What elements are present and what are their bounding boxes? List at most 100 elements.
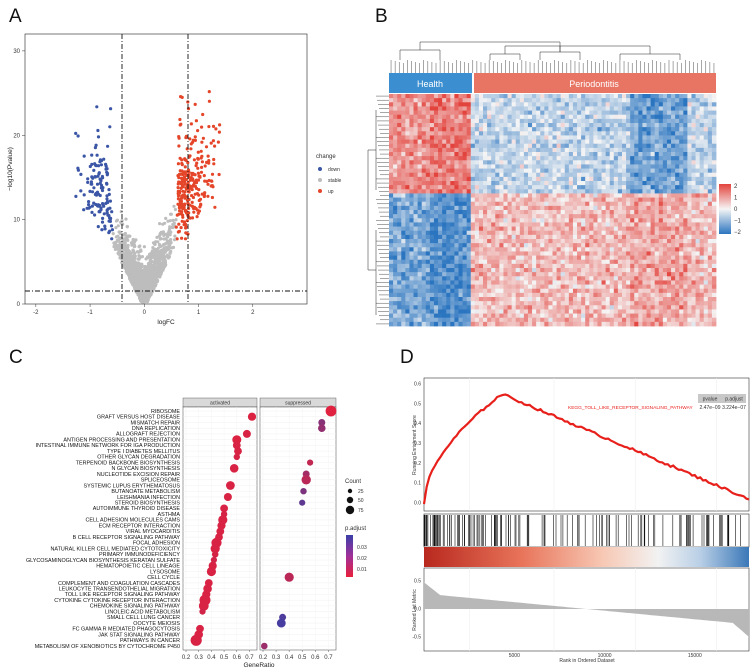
heatmap-cell: [605, 239, 611, 244]
heatmap-cell: [483, 102, 488, 107]
heatmap-cell: [478, 193, 484, 198]
heatmap-cell: [577, 135, 582, 140]
heatmap-cell: [621, 181, 627, 186]
volcano-point: [200, 140, 204, 144]
heatmap-cell: [564, 239, 570, 244]
heatmap-cell: [691, 239, 696, 244]
heatmap-cell: [593, 205, 598, 211]
heatmap-cell: [532, 176, 537, 182]
heatmap-cell: [552, 123, 557, 128]
heatmap-cell: [536, 230, 541, 236]
heatmap-cell: [601, 189, 607, 194]
heatmap-cell: [609, 127, 615, 132]
volcano-point: [133, 260, 137, 264]
heatmap-cell: [499, 127, 504, 132]
heatmap-cell: [691, 118, 696, 124]
heatmap-cell: [474, 214, 480, 219]
heatmap-cell: [703, 131, 709, 136]
heatmap-cell: [389, 176, 394, 182]
volcano-point: [197, 198, 201, 203]
heatmap-cell: [572, 181, 578, 186]
volcano-point: [196, 129, 200, 133]
heatmap-cell: [683, 176, 688, 182]
heatmap-cell: [658, 127, 664, 132]
heatmap-cell: [540, 243, 545, 248]
volcano-point: [174, 225, 178, 229]
heatmap-cell: [401, 110, 406, 116]
heatmap-cell: [564, 98, 570, 103]
heatmap-cell: [466, 98, 472, 103]
heatmap-cell: [646, 205, 651, 211]
heatmap-cell: [703, 156, 709, 161]
heatmap-cell: [442, 156, 447, 161]
heatmap-cell: [421, 205, 427, 211]
heatmap-cell: [691, 234, 696, 240]
heatmap-cell: [642, 218, 647, 223]
heatmap-cell: [581, 176, 586, 182]
heatmap-cell: [679, 147, 684, 153]
heatmap-cell: [438, 201, 443, 207]
heatmap-cell: [597, 131, 602, 136]
heatmap-cell: [564, 172, 570, 178]
heatmap-cell: [707, 176, 713, 182]
heatmap-cell: [499, 118, 504, 124]
heatmap-cell: [519, 168, 525, 174]
volcano-point: [166, 219, 170, 223]
heatmap-cell: [675, 143, 680, 149]
heatmap-cell: [495, 239, 500, 244]
volcano-point: [142, 283, 146, 287]
heatmap-cell: [519, 135, 525, 140]
heatmap-cell: [446, 152, 451, 157]
volcano-point: [188, 137, 192, 141]
heatmap-cell: [699, 160, 705, 165]
volcano-point: [199, 203, 203, 207]
heatmap-cell: [556, 176, 562, 182]
volcano-point: [192, 210, 196, 214]
heatmap-cell: [519, 139, 525, 145]
heatmap-cell: [666, 197, 672, 203]
volcano-point: [165, 253, 169, 257]
volcano-point: [137, 286, 141, 290]
heatmap-cell: [605, 185, 611, 190]
heatmap-cell: [515, 230, 521, 236]
heatmap-cell: [507, 139, 513, 145]
heatmap-cell: [585, 102, 590, 107]
heatmap-cell: [527, 118, 533, 124]
heatmap-cell: [556, 160, 562, 165]
heatmap-cell: [438, 205, 443, 211]
heatmap-cell: [413, 164, 419, 169]
volcano-point: [125, 225, 129, 229]
heatmap-cell: [703, 176, 709, 182]
heatmap-cell: [401, 226, 406, 232]
heatmap-cell: [601, 164, 607, 169]
heatmap-cell: [499, 114, 504, 120]
heatmap-cell: [568, 127, 574, 132]
heatmap-cell: [491, 123, 496, 128]
heatmap-cell: [544, 110, 549, 116]
heatmap-cell: [568, 160, 574, 165]
heatmap-cell: [581, 205, 586, 211]
volcano-point: [187, 206, 191, 211]
heatmap-cell: [577, 123, 582, 128]
heatmap-cell: [425, 214, 431, 219]
volcano-point: [176, 202, 180, 206]
volcano-point: [145, 298, 149, 302]
heatmap-cell: [458, 147, 463, 153]
volcano-point: [96, 135, 101, 139]
heatmap-cell: [609, 123, 615, 128]
heatmap-cell: [703, 205, 709, 211]
heatmap-cell: [695, 164, 701, 169]
heatmap-cell: [499, 205, 504, 211]
heatmap-cell: [695, 94, 701, 99]
heatmap-cell: [470, 160, 476, 165]
heatmap-cell: [585, 156, 590, 161]
heatmap-cell: [446, 143, 451, 149]
heatmap-cell: [548, 131, 553, 136]
heatmap-cell: [495, 230, 500, 236]
volcano-point: [162, 243, 166, 247]
heatmap-cell: [442, 123, 447, 128]
heatmap-cell: [421, 193, 427, 198]
volcano-point: [153, 247, 157, 251]
heatmap-cell: [605, 176, 611, 182]
heatmap-cell: [523, 234, 529, 240]
